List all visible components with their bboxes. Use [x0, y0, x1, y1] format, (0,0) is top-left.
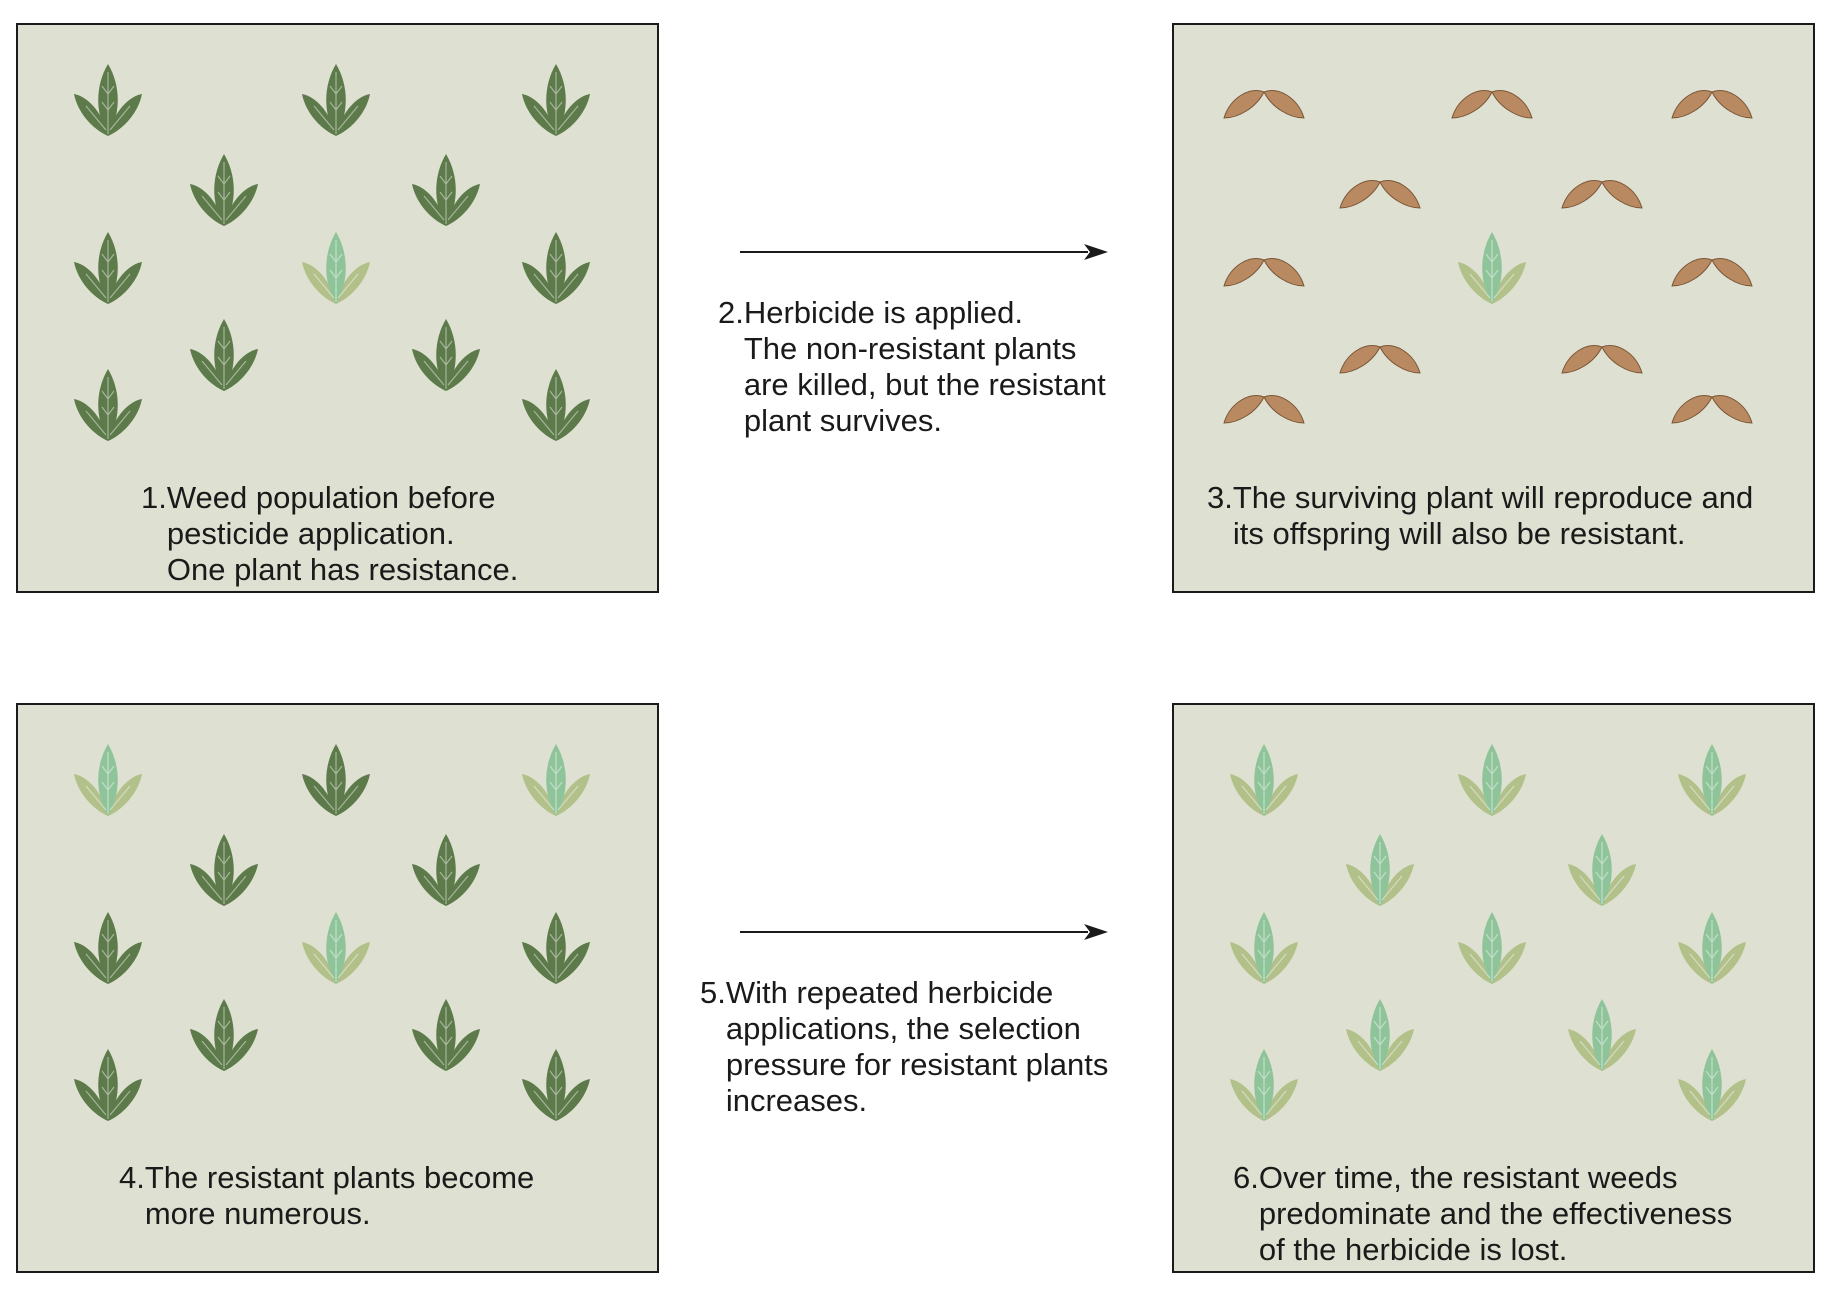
caption-number: 1.: [141, 480, 167, 515]
caption-line: predominate and the effectiveness: [1258, 1196, 1733, 1231]
caption-line: The surviving plant will reproduce and: [1232, 480, 1754, 515]
resistant-plant-icon: [1230, 1049, 1298, 1121]
wilted-sprout-icon: [1561, 180, 1643, 209]
resistant-plant-icon: [1230, 744, 1298, 816]
panel-6: 6. Over time, the resistant weeds predom…: [1172, 703, 1815, 1273]
wilted-sprout-icon: [1451, 90, 1533, 119]
plant-field-3: [1223, 90, 1753, 424]
caption-4: 4. The resistant plants become more nume…: [119, 1160, 534, 1232]
panel-3: 3. The surviving plant will reproduce an…: [1172, 23, 1815, 593]
plant-field-1: [74, 64, 590, 441]
caption-1: 1. Weed population before pesticide appl…: [141, 480, 518, 588]
plant-icon: [74, 912, 142, 984]
caption-line: its offspring will also be resistant.: [1232, 516, 1686, 551]
resistant-plant-icon: [1230, 912, 1298, 984]
resistant-plant-icon: [1458, 912, 1526, 984]
arrow-right-icon: [740, 244, 1108, 260]
step-2: 2. Herbicide is applied. The non-resista…: [718, 295, 1106, 439]
wilted-sprout-icon: [1223, 258, 1305, 287]
plant-icon: [74, 232, 142, 304]
resistant-plant-icon: [74, 744, 142, 816]
resistant-plant-icon: [302, 232, 370, 304]
caption-line: Weed population before: [166, 480, 496, 515]
step-line: increases.: [725, 1083, 868, 1118]
plant-icon: [412, 154, 480, 226]
wilted-sprout-icon: [1223, 395, 1305, 424]
plant-icon: [190, 834, 258, 906]
step-line: applications, the selection: [725, 1011, 1081, 1046]
plant-icon: [74, 1049, 142, 1121]
plant-field-6: [1230, 744, 1746, 1121]
plant-icon: [522, 369, 590, 441]
arrow-right-icon: [740, 924, 1108, 940]
plant-icon: [522, 912, 590, 984]
caption-line: of the herbicide is lost.: [1258, 1232, 1568, 1267]
plant-icon: [412, 999, 480, 1071]
resistant-plant-icon: [302, 912, 370, 984]
step-line: plant survives.: [743, 403, 942, 438]
plant-field-4: [74, 744, 590, 1121]
caption-number: 6.: [1233, 1160, 1259, 1195]
resistant-plant-icon: [1678, 744, 1746, 816]
step-line: The non-resistant plants: [743, 331, 1077, 366]
resistant-plant-icon: [1346, 999, 1414, 1071]
panel-4: 4. The resistant plants become more nume…: [16, 703, 659, 1273]
resistant-plant-icon: [1346, 834, 1414, 906]
plant-icon: [190, 154, 258, 226]
resistant-plant-icon: [1568, 999, 1636, 1071]
plant-icon: [412, 319, 480, 391]
panel-1: 1. Weed population before pesticide appl…: [16, 23, 659, 593]
caption-number: 4.: [119, 1160, 145, 1195]
plant-icon: [74, 64, 142, 136]
wilted-sprout-icon: [1339, 180, 1421, 209]
resistant-plant-icon: [1458, 744, 1526, 816]
plant-icon: [302, 64, 370, 136]
wilted-sprout-icon: [1671, 90, 1753, 119]
wilted-sprout-icon: [1561, 345, 1643, 374]
caption-3: 3. The surviving plant will reproduce an…: [1207, 480, 1753, 552]
resistant-plant-icon: [522, 744, 590, 816]
step-line: Herbicide is applied.: [743, 295, 1024, 330]
wilted-sprout-icon: [1339, 345, 1421, 374]
wilted-sprout-icon: [1223, 90, 1305, 119]
resistant-plant-icon: [1678, 1049, 1746, 1121]
plant-icon: [74, 369, 142, 441]
plant-icon: [190, 319, 258, 391]
step-line: are killed, but the resistant: [743, 367, 1106, 402]
step-number: 2.: [718, 295, 744, 330]
step-line: pressure for resistant plants: [725, 1047, 1109, 1082]
caption-line: more numerous.: [144, 1196, 371, 1231]
wilted-sprout-icon: [1671, 395, 1753, 424]
resistant-plant-icon: [1678, 912, 1746, 984]
plant-icon: [412, 834, 480, 906]
step-5: 5. With repeated herbicide applications,…: [700, 975, 1108, 1119]
plant-icon: [302, 744, 370, 816]
plant-icon: [190, 999, 258, 1071]
caption-line: Over time, the resistant weeds: [1258, 1160, 1678, 1195]
caption-6: 6. Over time, the resistant weeds predom…: [1233, 1160, 1732, 1268]
caption-number: 3.: [1207, 480, 1233, 515]
step-line: With repeated herbicide: [725, 975, 1054, 1010]
caption-line: pesticide application.: [166, 516, 455, 551]
step-number: 5.: [700, 975, 726, 1010]
resistant-plant-icon: [1568, 834, 1636, 906]
plant-icon: [522, 64, 590, 136]
caption-line: The resistant plants become: [144, 1160, 535, 1195]
plant-icon: [522, 232, 590, 304]
plant-icon: [522, 1049, 590, 1121]
caption-line: One plant has resistance.: [166, 552, 519, 587]
wilted-sprout-icon: [1671, 258, 1753, 287]
resistant-plant-icon: [1458, 232, 1526, 304]
